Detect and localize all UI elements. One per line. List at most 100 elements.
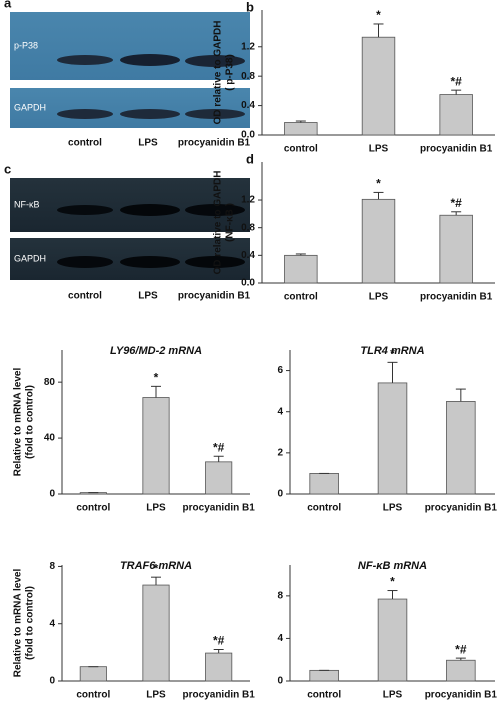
- bar: [361, 36, 396, 136]
- band: [185, 109, 245, 119]
- x-tick-label: procyanidin B1: [183, 503, 256, 514]
- x-tick-label: control: [76, 690, 110, 701]
- y-tick-label: 0: [277, 489, 283, 500]
- x-tick-label: procyanidin B1: [420, 144, 493, 155]
- x-tick-label: LPS: [369, 144, 389, 155]
- y-axis-label: Relative to mRNA level: [13, 368, 24, 477]
- annotation: *#: [450, 74, 462, 88]
- blot-row-label: GAPDH: [14, 253, 46, 263]
- bar: [446, 659, 476, 682]
- x-tick-label: LPS: [146, 503, 166, 514]
- x-tick-label: LPS: [146, 690, 166, 701]
- bar: [284, 122, 318, 136]
- y-tick-label: 1.2: [241, 41, 255, 52]
- chart-title: TRAF6 mRNA: [120, 560, 192, 572]
- y-tick-label: 0.4: [241, 250, 255, 261]
- bar: [439, 94, 473, 136]
- y-tick-label: 6: [277, 365, 283, 376]
- blot-row-label: GAPDH: [14, 102, 46, 112]
- panel-letter: a: [4, 0, 12, 10]
- y-axis-label: (fold to control): [25, 586, 36, 660]
- y-tick-label: 0.8: [241, 71, 255, 82]
- y-tick-label: 80: [44, 377, 56, 388]
- bar: [377, 598, 408, 682]
- y-axis-label: Relative to mRNA level: [13, 569, 24, 678]
- x-tick-label: LPS: [383, 503, 403, 514]
- bar: [79, 666, 107, 682]
- y-tick-label: 1.2: [241, 195, 255, 206]
- bar: [142, 584, 170, 682]
- band: [57, 205, 113, 215]
- bar: [446, 401, 476, 495]
- annotation: *: [376, 8, 381, 22]
- blot-row-label: NF-κB: [14, 199, 40, 209]
- bar: [142, 397, 170, 495]
- band: [57, 109, 113, 119]
- x-tick-label: LPS: [369, 292, 389, 303]
- band: [57, 256, 113, 268]
- y-tick-label: 0: [49, 489, 55, 500]
- annotation: *: [154, 371, 159, 385]
- panel-letter: c: [4, 161, 11, 176]
- x-tick-label: procyanidin B1: [420, 292, 493, 303]
- y-tick-label: 8: [49, 561, 55, 572]
- band: [120, 109, 180, 119]
- y-axis-label: (fold to control): [25, 385, 36, 459]
- panel-letter: b: [246, 0, 254, 14]
- y-tick-label: 40: [44, 433, 56, 444]
- y-axis-label: OD relative to GAPDH: [213, 21, 224, 125]
- blot-row-label: p-P38: [14, 40, 38, 50]
- x-tick-label: control: [307, 690, 341, 701]
- bar: [205, 461, 233, 495]
- lane-label: LPS: [138, 291, 158, 302]
- chart-title: LY96/MD-2 mRNA: [110, 345, 202, 357]
- annotation: *#: [450, 196, 462, 210]
- x-tick-label: LPS: [383, 690, 403, 701]
- annotation: *: [154, 561, 159, 575]
- y-axis-label: OD relative to GAPDH: [213, 171, 224, 275]
- lane-label: procyanidin B1: [178, 138, 251, 149]
- band: [185, 256, 245, 268]
- lane-label: control: [68, 291, 102, 302]
- y-tick-label: 0.8: [241, 222, 255, 233]
- x-tick-label: procyanidin B1: [425, 503, 498, 514]
- lane-label: procyanidin B1: [178, 291, 251, 302]
- y-tick-label: 0.0: [241, 130, 255, 141]
- y-tick-label: 0: [277, 676, 283, 687]
- bar: [439, 214, 473, 284]
- y-tick-label: 8: [277, 591, 283, 602]
- bar: [377, 382, 408, 495]
- annotation: *: [376, 177, 381, 191]
- annotation: *: [390, 347, 395, 361]
- annotation: *: [390, 575, 395, 589]
- y-tick-label: 0.4: [241, 100, 255, 111]
- y-tick-label: 4: [277, 633, 283, 644]
- band: [185, 55, 245, 67]
- band: [120, 54, 180, 66]
- x-tick-label: procyanidin B1: [425, 690, 498, 701]
- band: [120, 256, 180, 268]
- x-tick-label: procyanidin B1: [183, 690, 256, 701]
- blot-image: [10, 88, 250, 128]
- y-tick-label: 0: [49, 676, 55, 687]
- y-tick-label: 4: [277, 406, 283, 417]
- y-axis-label: ( p-P38): [225, 54, 236, 91]
- y-tick-label: 0.0: [241, 278, 255, 289]
- y-tick-label: 4: [49, 618, 55, 629]
- y-tick-label: 2: [277, 447, 283, 458]
- bar: [361, 198, 396, 284]
- bar: [309, 669, 339, 682]
- x-tick-label: control: [76, 503, 110, 514]
- blot-image: [10, 12, 250, 80]
- chart-title: TLR4 mRNA: [360, 345, 424, 357]
- chart-title: NF-κB mRNA: [358, 560, 427, 572]
- band: [120, 204, 180, 216]
- annotation: *#: [455, 642, 467, 656]
- lane-label: control: [68, 138, 102, 149]
- panel-letter: d: [246, 151, 254, 166]
- bar: [309, 473, 339, 495]
- bar: [284, 254, 318, 284]
- bar: [205, 652, 233, 682]
- annotation: *#: [213, 634, 225, 648]
